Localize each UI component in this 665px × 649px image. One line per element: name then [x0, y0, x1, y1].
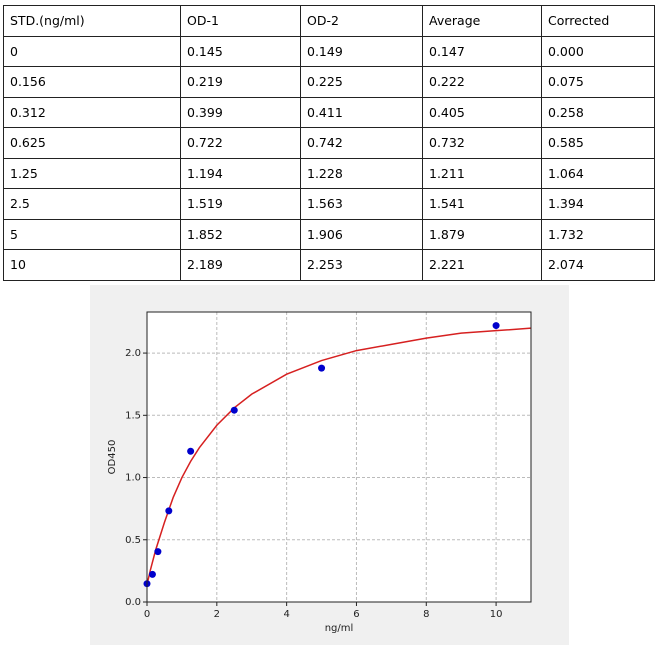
table-cell: 0.722 [180, 127, 301, 159]
table-cell: 0.405 [422, 96, 542, 128]
plot-frame [146, 311, 532, 603]
table-cell: 1.064 [541, 157, 655, 189]
table-cell: 0.075 [541, 66, 655, 98]
data-point [230, 406, 238, 414]
table-cell: 0.000 [541, 35, 655, 67]
table-row: 0.156 0.219 0.225 0.222 0.075 [3, 66, 655, 98]
table-cell: 2.189 [180, 249, 301, 281]
table-cell: 1.906 [300, 218, 423, 250]
x-tick-label: 0 [144, 609, 150, 620]
y-tick-label: 1.5 [125, 410, 141, 421]
y-tick-label: 1.0 [125, 473, 141, 484]
table-cell: 0.145 [180, 35, 301, 67]
table-cell: 2.5 [3, 188, 181, 220]
table-cell: 1.211 [422, 157, 542, 189]
table-cell: 0.258 [541, 96, 655, 128]
x-tick-label: 4 [283, 609, 289, 620]
table-cell: 1.732 [541, 218, 655, 250]
table-cell: Corrected [541, 5, 655, 37]
x-label: ng/ml [325, 623, 354, 634]
table-row: 0 0.145 0.149 0.147 0.000 [3, 35, 655, 67]
x-tick-label: 2 [214, 609, 220, 620]
table-cell: 2.074 [541, 249, 655, 281]
y-tick-label: 0.0 [125, 597, 141, 608]
table-cell: 2.221 [422, 249, 542, 281]
table-cell: STD.(ng/ml) [3, 5, 181, 37]
data-table: STD.(ng/ml) OD-1 OD-2 Average Corrected 0 0.14… [3, 5, 655, 281]
table-cell: 0.149 [300, 35, 423, 67]
data-point [154, 548, 162, 556]
table-cell: 2.253 [300, 249, 423, 281]
table-cell: 0.219 [180, 66, 301, 98]
x-tick-label: 6 [353, 609, 359, 620]
data-point [165, 507, 173, 515]
table-cell: OD-1 [180, 5, 301, 37]
table-cell: 1.394 [541, 188, 655, 220]
table-cell: 0.147 [422, 35, 542, 67]
table-cell: 0.732 [422, 127, 542, 159]
data-point [148, 570, 156, 578]
plot-area [147, 312, 531, 602]
data-point [318, 364, 326, 372]
table-cell: 0.156 [3, 66, 181, 98]
header-row: STD.(ng/ml) OD-1 OD-2 Average Corrected [3, 5, 655, 37]
table-cell: 0.225 [300, 66, 423, 98]
data-point [187, 447, 195, 455]
data-point [492, 322, 500, 330]
y-label: OD450 [107, 440, 118, 475]
x-tick-label: 10 [490, 609, 503, 620]
table-cell: 0.411 [300, 96, 423, 128]
table-cell: 1.194 [180, 157, 301, 189]
y-tick-label: 0.5 [125, 535, 141, 546]
table-cell: 0.312 [3, 96, 181, 128]
table-cell: 0.399 [180, 96, 301, 128]
table-row: 0.312 0.399 0.411 0.405 0.258 [3, 96, 655, 128]
x-tick-label: 8 [423, 609, 429, 620]
y-tick-label: 2.0 [125, 348, 141, 359]
table-row: 5 1.852 1.906 1.879 1.732 [3, 218, 655, 250]
table-cell: Average [422, 5, 542, 37]
table-cell: 0.222 [422, 66, 542, 98]
table-cell: 10 [3, 249, 181, 281]
table-row: 10 2.189 2.253 2.221 2.074 [3, 249, 655, 281]
